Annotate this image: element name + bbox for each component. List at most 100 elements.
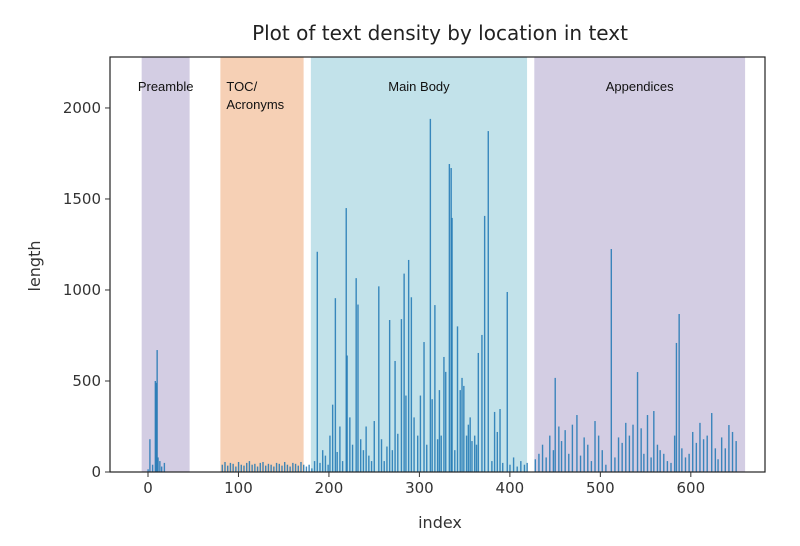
bar xyxy=(265,465,267,472)
bar xyxy=(434,305,436,472)
bar xyxy=(221,464,223,472)
bar xyxy=(394,360,396,472)
bar xyxy=(463,385,465,472)
bar xyxy=(235,466,237,472)
bar xyxy=(256,466,259,472)
bar xyxy=(564,430,566,472)
bar xyxy=(281,465,283,472)
bar xyxy=(605,464,607,472)
bar xyxy=(663,453,665,472)
bar xyxy=(473,435,476,472)
bar xyxy=(155,382,157,472)
bar xyxy=(331,404,334,472)
bar xyxy=(621,442,623,472)
bar xyxy=(456,326,459,472)
bar xyxy=(400,319,403,472)
bar xyxy=(568,453,570,472)
bar xyxy=(632,424,634,472)
bar xyxy=(534,459,537,472)
bar xyxy=(538,453,540,472)
bar xyxy=(445,371,447,472)
bar xyxy=(349,417,351,472)
bar xyxy=(625,422,627,472)
bar xyxy=(313,461,316,472)
x-tick-label: 100 xyxy=(224,479,253,497)
bar xyxy=(684,457,687,472)
bar xyxy=(443,356,445,472)
bar xyxy=(388,320,391,472)
bar xyxy=(579,455,582,472)
bar xyxy=(459,390,461,472)
bar xyxy=(440,435,442,472)
bar xyxy=(405,395,407,472)
bar xyxy=(675,342,678,472)
bar xyxy=(297,465,299,472)
bar xyxy=(334,298,337,472)
bar xyxy=(327,464,329,472)
bar xyxy=(646,415,649,472)
bar xyxy=(509,464,511,472)
bar xyxy=(628,435,631,472)
bar xyxy=(316,251,318,472)
bar xyxy=(571,424,574,472)
bar xyxy=(523,464,526,472)
bar xyxy=(636,372,639,472)
bar xyxy=(512,457,515,472)
bar xyxy=(496,431,499,472)
bar xyxy=(267,463,270,472)
bar xyxy=(419,395,422,472)
bar xyxy=(650,457,652,472)
bar xyxy=(594,421,596,472)
bar xyxy=(380,439,383,472)
bar xyxy=(493,411,496,472)
bar xyxy=(483,215,486,473)
y-tick-label: 0 xyxy=(91,463,101,481)
bar xyxy=(368,455,370,472)
bar xyxy=(487,131,489,472)
bar xyxy=(610,249,613,472)
bar xyxy=(365,426,367,472)
bar xyxy=(454,450,456,472)
bar xyxy=(151,464,154,472)
bar xyxy=(653,411,655,472)
bar xyxy=(451,217,453,472)
bar xyxy=(728,425,730,472)
bar xyxy=(695,442,698,472)
bar xyxy=(431,399,433,472)
bar xyxy=(322,450,324,472)
x-axis-ticks: 0 100 200 300 400 500 600 xyxy=(143,472,705,497)
bar xyxy=(386,446,388,472)
bar xyxy=(403,273,405,472)
bar xyxy=(467,424,470,472)
x-tick-label: 600 xyxy=(676,479,705,497)
bar xyxy=(520,461,522,472)
bar xyxy=(259,462,261,472)
bar xyxy=(552,450,555,472)
bar xyxy=(237,461,240,472)
bar xyxy=(147,469,149,472)
bar xyxy=(300,461,302,472)
bar xyxy=(362,450,365,472)
bar xyxy=(516,466,518,472)
bar xyxy=(154,380,157,472)
x-tick-label: 500 xyxy=(586,479,615,497)
bar xyxy=(711,413,713,472)
bar xyxy=(341,461,344,472)
bar xyxy=(370,461,373,472)
bar xyxy=(724,448,726,472)
bar xyxy=(246,462,248,472)
bar xyxy=(656,444,659,472)
bar xyxy=(475,444,478,472)
bar xyxy=(491,461,493,472)
bar xyxy=(614,457,616,472)
bar xyxy=(720,437,723,472)
bar xyxy=(541,444,544,472)
bar xyxy=(450,168,452,472)
region-band xyxy=(220,57,304,472)
bar xyxy=(294,463,297,472)
region-label: Appendices xyxy=(606,79,674,94)
bar xyxy=(465,435,468,472)
bar xyxy=(262,461,264,472)
bar xyxy=(319,462,321,472)
y-axis-ticks: 0 500 1000 1500 2000 xyxy=(63,99,110,481)
